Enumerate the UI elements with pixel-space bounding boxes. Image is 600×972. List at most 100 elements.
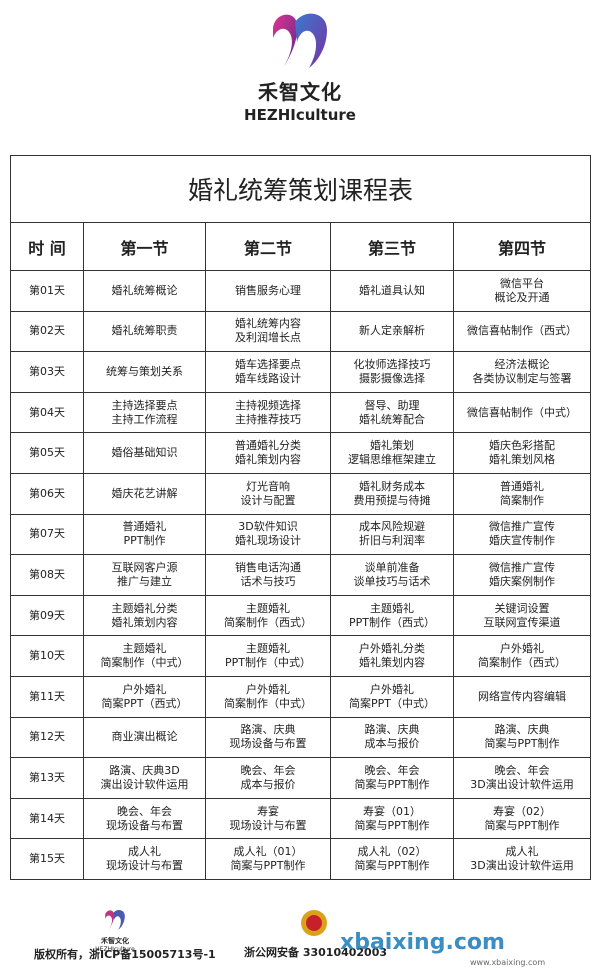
day-cell: 第14天 (10, 797, 84, 840)
header-row: 时 间第一节 第二节 第三节 第四节 (10, 222, 591, 271)
table-body: 第01天 婚礼统筹概论 销售服务心理 婚礼道具认知 微信平台 概论及开通 第02天 婚礼统筹… (10, 270, 591, 880)
lesson-cell: 化妆师选择技巧 摄影摄像选择 (330, 351, 454, 393)
lesson-cell: 路演、庆典 成本与报价 (330, 716, 454, 759)
schedule-row: 第03天 统筹与策划关系 婚车选择要点 婚车线路设计 化妆师选择技巧 摄影摄像选择 经济… (10, 351, 591, 393)
lesson-cell: 统筹与策划关系 (83, 351, 206, 393)
schedule-row: 第09天 主题婚礼分类 婚礼策划内容 主题婚礼 简案制作（西式） 主题婚礼 PPT制作… (10, 594, 591, 637)
lesson-cell: 婚庆色彩搭配 婚礼策划风格 (453, 432, 591, 474)
footer-brand-en: HEZHIculture (95, 946, 135, 953)
day-cell: 第06天 (10, 472, 84, 515)
lesson-cell: 主持视频选择 主持推荐技巧 (205, 391, 331, 434)
lesson-cell: 商业演出概论 (83, 716, 206, 759)
lesson-cell: 主题婚礼分类 婚礼策划内容 (83, 594, 206, 637)
lesson-cell: 成人礼（02） 简案与PPT制作 (330, 838, 454, 880)
lesson-cell: 微信喜帖制作（中式） (453, 391, 591, 434)
schedule-row: 第08天 互联网客户源 推广与建立 销售电话沟通 话术与技巧 谈单前准备 谈单技巧与话… (10, 554, 591, 596)
logo: 禾智文化 HEZHIculture (0, 8, 600, 124)
day-cell: 第13天 (10, 757, 84, 799)
footer-logo-mark (105, 910, 125, 930)
lesson-cell: 关键词设置 互联网宣传渠道 (453, 594, 591, 637)
lesson-cell: 销售服务心理 (205, 270, 331, 312)
lesson-cell: 寿宴（02） 简案与PPT制作 (453, 797, 591, 840)
lesson-cell: 微信推广宣传 婚庆案例制作 (453, 554, 591, 596)
lesson-cell: 普通婚礼 简案制作 (453, 472, 591, 515)
lesson-cell: 户外婚礼 简案制作（中式） (205, 675, 331, 718)
copyright: 版权所有，浙ICP备15005713号-1 (34, 948, 216, 961)
police-record: 浙公网安备 33010402003 (244, 946, 388, 959)
lesson-cell: 新人定亲解析 (330, 310, 454, 353)
lesson-cell: 成本风险规避 折旧与利润率 (330, 513, 454, 556)
lesson-cell: 户外婚礼 简案PPT（中式） (330, 675, 454, 718)
day-cell: 第04天 (10, 391, 84, 434)
watermark: xbaixing.com (340, 930, 505, 955)
lesson-cell: 微信推广宣传 婚庆宣传制作 (453, 513, 591, 556)
logo-mark (273, 13, 327, 69)
schedule-table: 婚礼统筹策划课程表 时 间第一节 第二节 第三节 第四节 第01天 婚礼统筹概论 销售服务… (10, 155, 591, 880)
lesson-cell: 3D软件知识 婚礼现场设计 (205, 513, 331, 556)
column-header: 第二节 (205, 222, 331, 271)
schedule-row: 第04天 主持选择要点 主持工作流程 主持视频选择 主持推荐技巧 督导、助理 婚礼统筹… (10, 391, 591, 434)
schedule-row: 第02天 婚礼统筹职责 婚礼统筹内容 及利润增长点 新人定亲解析 微信喜帖制作（西式） (10, 310, 591, 353)
brand-name: 禾智文化 (258, 80, 342, 104)
lesson-cell: 婚礼道具认知 (330, 270, 454, 312)
lesson-cell: 成人礼（01） 简案与PPT制作 (205, 838, 331, 880)
lesson-cell: 户外婚礼 简案PPT（西式） (83, 675, 206, 718)
lesson-cell: 成人礼 3D演出设计软件运用 (453, 838, 591, 880)
lesson-cell: 户外婚礼 简案制作（西式） (453, 635, 591, 677)
lesson-cell: 主题婚礼 简案制作（西式） (205, 594, 331, 637)
column-header: 第四节 (453, 222, 591, 271)
lesson-cell: 晚会、年会 简案与PPT制作 (330, 757, 454, 799)
lesson-cell: 灯光音响 设计与配置 (205, 472, 331, 515)
lesson-cell: 婚礼统筹职责 (83, 310, 206, 353)
lesson-cell: 谈单前准备 谈单技巧与话术 (330, 554, 454, 596)
lesson-cell: 经济法概论 各类协议制定与签署 (453, 351, 591, 393)
column-header: 第三节 (330, 222, 454, 271)
lesson-cell: 婚礼财务成本 费用预提与待摊 (330, 472, 454, 515)
lesson-cell: 督导、助理 婚礼统筹配合 (330, 391, 454, 434)
police-badge (301, 910, 327, 936)
lesson-cell: 婚俗基础知识 (83, 432, 206, 474)
lesson-cell: 路演、庆典3D 演出设计软件运用 (83, 757, 206, 799)
day-cell: 第11天 (10, 675, 84, 718)
schedule-row: 第12天 商业演出概论 路演、庆典 现场设备与布置 路演、庆典 成本与报价 路演、庆典 … (10, 716, 591, 759)
lesson-cell: 晚会、年会 成本与报价 (205, 757, 331, 799)
footer-brand: 禾智文化 (101, 937, 129, 945)
lesson-cell: 主题婚礼 PPT制作（中式） (205, 635, 331, 677)
lesson-cell: 微信平台 概论及开通 (453, 270, 591, 312)
schedule-row: 第07天 普通婚礼 PPT制作 3D软件知识 婚礼现场设计 成本风险规避 折旧与利润率… (10, 513, 591, 556)
lesson-cell: 主题婚礼 简案制作（中式） (83, 635, 206, 677)
lesson-cell: 寿宴（01） 简案与PPT制作 (330, 797, 454, 840)
schedule-row: 第11天 户外婚礼 简案PPT（西式） 户外婚礼 简案制作（中式） 户外婚礼 简案PP… (10, 675, 591, 718)
schedule-row: 第15天 成人礼 现场设计与布置 成人礼（01） 简案与PPT制作 成人礼（02） 简… (10, 838, 591, 880)
lesson-cell: 普通婚礼 PPT制作 (83, 513, 206, 556)
watermark-url: www.xbaixing.com (470, 958, 546, 967)
lesson-cell: 网络宣传内容编辑 (453, 675, 591, 718)
day-cell: 第09天 (10, 594, 84, 637)
lesson-cell: 晚会、年会 现场设备与布置 (83, 797, 206, 840)
lesson-cell: 路演、庆典 简案与PPT制作 (453, 716, 591, 759)
day-cell: 第07天 (10, 513, 84, 556)
day-cell: 第10天 (10, 635, 84, 677)
column-header: 时 间 (10, 222, 84, 271)
schedule-row: 第05天 婚俗基础知识 普通婚礼分类 婚礼策划内容 婚礼策划 逻辑思维框架建立 婚庆色彩… (10, 432, 591, 474)
brand-name-en: HEZHIculture (244, 106, 356, 124)
column-header: 第一节 (83, 222, 206, 271)
schedule-row: 第14天 晚会、年会 现场设备与布置 寿宴 现场设计与布置 寿宴（01） 简案与PPT… (10, 797, 591, 840)
day-cell: 第01天 (10, 270, 84, 312)
lesson-cell: 主持选择要点 主持工作流程 (83, 391, 206, 434)
day-cell: 第15天 (10, 838, 84, 880)
day-cell: 第05天 (10, 432, 84, 474)
lesson-cell: 婚礼策划 逻辑思维框架建立 (330, 432, 454, 474)
lesson-cell: 互联网客户源 推广与建立 (83, 554, 206, 596)
schedule-row: 第13天 路演、庆典3D 演出设计软件运用 晚会、年会 成本与报价 晚会、年会 简案与… (10, 757, 591, 799)
day-cell: 第08天 (10, 554, 84, 596)
footer-logo: 禾智文化 HEZHIculture (90, 908, 140, 953)
lesson-cell: 寿宴 现场设计与布置 (205, 797, 331, 840)
day-cell: 第12天 (10, 716, 84, 759)
schedule-row: 第01天 婚礼统筹概论 销售服务心理 婚礼道具认知 微信平台 概论及开通 (10, 270, 591, 312)
table-title: 婚礼统筹策划课程表 (10, 155, 591, 223)
lesson-cell: 婚礼统筹内容 及利润增长点 (205, 310, 331, 353)
lesson-cell: 婚礼统筹概论 (83, 270, 206, 312)
lesson-cell: 微信喜帖制作（西式） (453, 310, 591, 353)
schedule-row: 第06天 婚庆花艺讲解 灯光音响 设计与配置 婚礼财务成本 费用预提与待摊 普通婚礼 简… (10, 472, 591, 515)
